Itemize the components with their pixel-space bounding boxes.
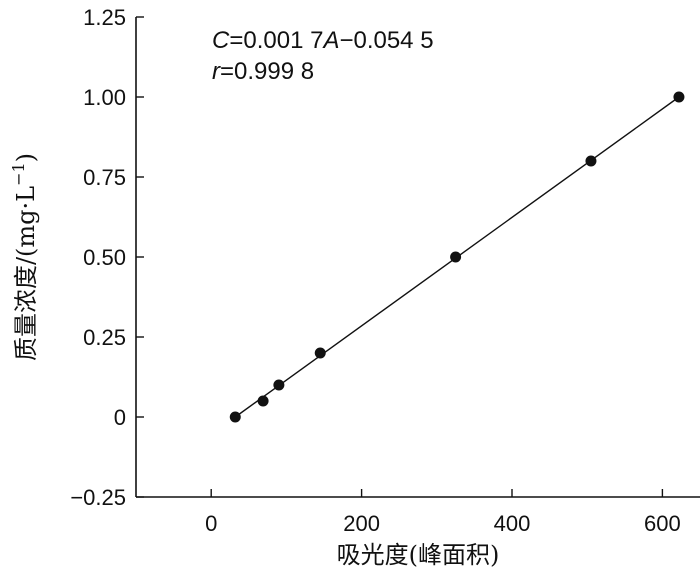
data-point (257, 395, 269, 407)
x-tick-label: 400 (494, 511, 531, 536)
data-point (585, 155, 597, 167)
eq-var-c: C (212, 27, 230, 54)
x-axis-label: 吸光度(峰面积) (337, 541, 500, 569)
y-ticks: −0.25 0 0.25 0.50 0.75 1.00 1.25 (70, 5, 144, 510)
y-tick-label: 0 (114, 405, 126, 430)
eq-mid: =0.001 7 (229, 27, 323, 54)
y-tick-label: 1.25 (83, 5, 126, 30)
r-tail: =0.999 8 (220, 58, 314, 85)
y-axis-label-close: ) (12, 153, 40, 162)
data-points (229, 91, 685, 423)
eq-var-a: A (321, 27, 339, 54)
y-tick-label: 0.50 (83, 245, 126, 270)
correlation-coefficient: r=0.999 8 (212, 58, 314, 85)
y-axis-label-sup: −1 (9, 162, 28, 186)
data-point (673, 91, 685, 103)
y-tick-label: −0.25 (70, 485, 126, 510)
data-point (450, 251, 462, 263)
data-point (273, 379, 285, 391)
axes (135, 17, 700, 498)
y-tick-label: 0.25 (83, 325, 126, 350)
data-point (314, 347, 326, 359)
r-var: r (212, 58, 221, 85)
fit-equation: C=0.001 7A−0.054 5 (212, 27, 434, 54)
y-axis-label-main: 质量浓度/(mg·L (12, 186, 40, 361)
x-tick-label: 600 (644, 511, 681, 536)
x-tick-label: 200 (343, 511, 380, 536)
x-ticks: 0 200 400 600 (205, 489, 681, 536)
x-tick-label: 0 (205, 511, 217, 536)
y-axis-label: 质量浓度/(mg·L−1) (9, 153, 40, 361)
eq-tail: −0.054 5 (339, 27, 433, 54)
y-tick-label: 0.75 (83, 165, 126, 190)
data-point (229, 411, 241, 423)
y-tick-label: 1.00 (83, 85, 126, 110)
